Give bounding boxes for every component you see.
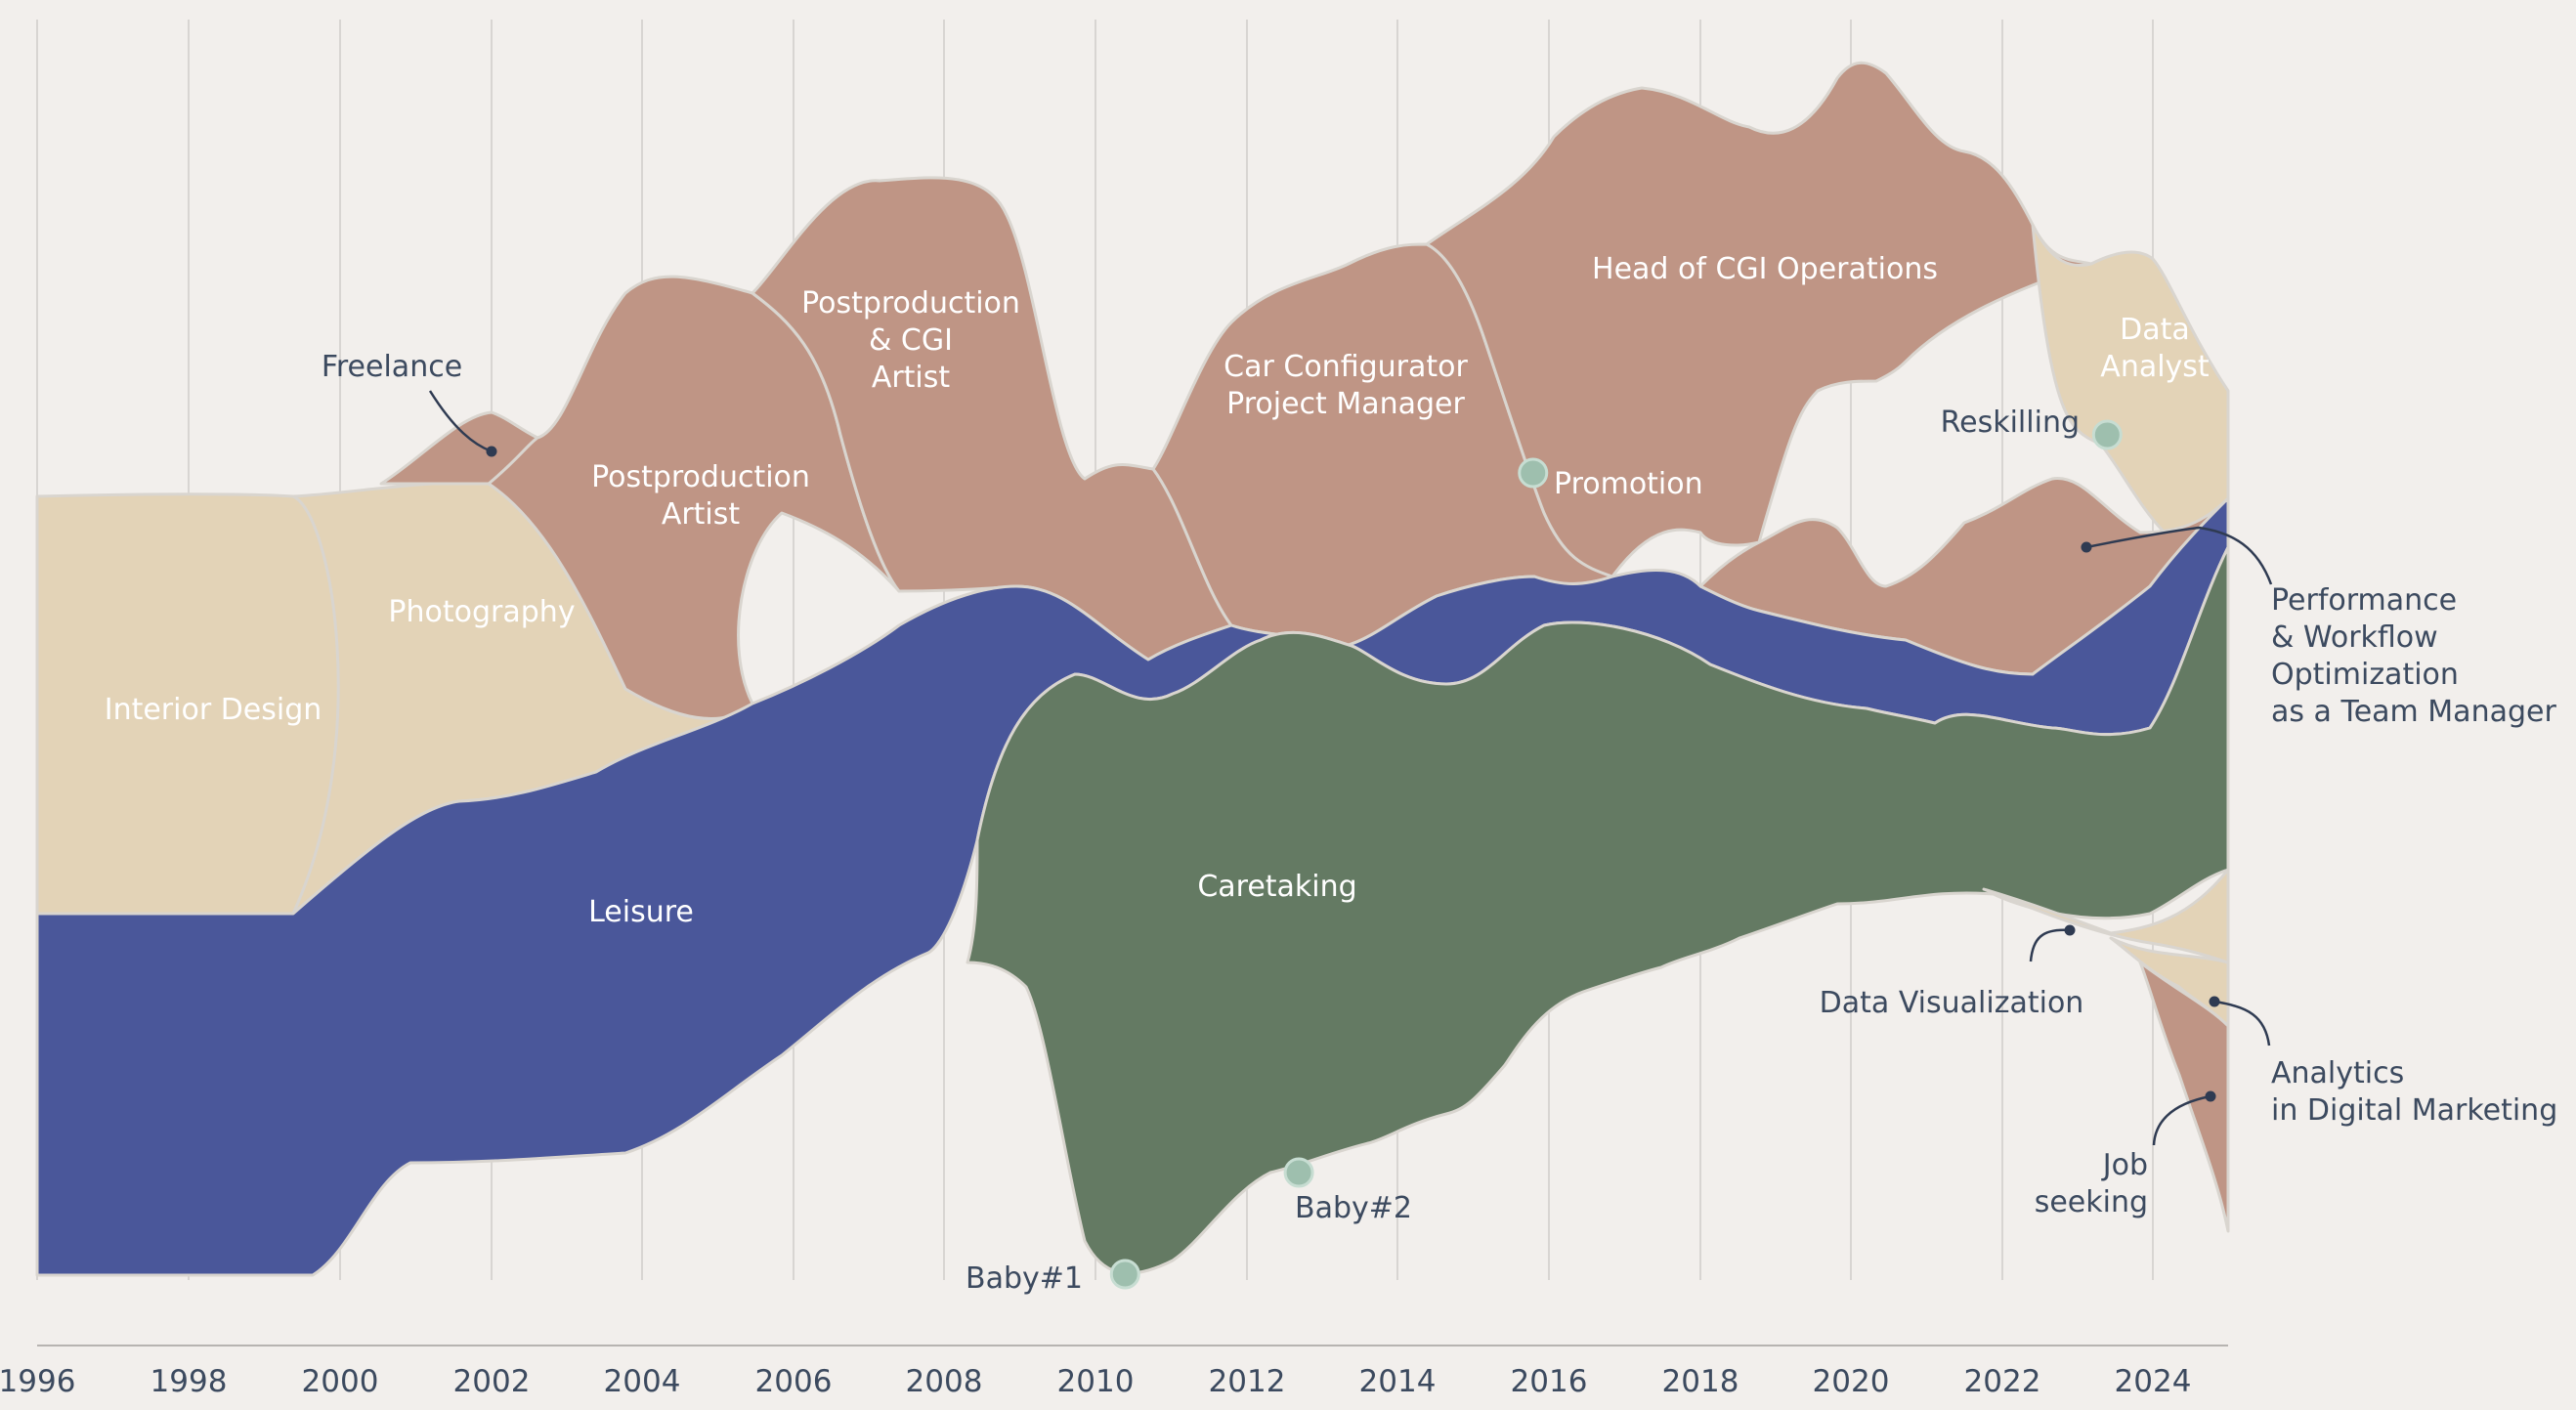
stream-label: Postproduction Artist xyxy=(591,460,810,532)
leader-line xyxy=(2085,526,2273,585)
leader-line xyxy=(428,390,493,453)
event-label: Promotion xyxy=(1554,467,1703,501)
stream-label: Leisure xyxy=(588,895,694,929)
x-tick-label: 2024 xyxy=(2115,1364,2192,1399)
annotation-label: Freelance xyxy=(322,350,462,384)
x-axis: 1996 1998 2000 2002 2004 2006 2008 2010 2012 2014… xyxy=(0,1345,2228,1399)
stream-job-seeking xyxy=(2138,961,2230,1233)
stream-label: Photography xyxy=(388,595,575,629)
stream-label: Caretaking xyxy=(1197,870,1356,904)
x-tick-label: 2010 xyxy=(1057,1364,1135,1399)
leader-line xyxy=(2029,928,2071,962)
stream-label: Car Configurator Project Manager xyxy=(1224,350,1468,421)
annotation-label: Analytics in Digital Marketing xyxy=(2271,1056,2557,1128)
event-marker-baby2 xyxy=(1283,1157,1314,1188)
leader-line xyxy=(2152,1094,2211,1146)
annotation-label: Job seeking xyxy=(2035,1148,2148,1219)
leader-line xyxy=(2213,1000,2271,1047)
event-label: Reskilling xyxy=(1941,406,2080,440)
event-marker-reskilling xyxy=(2091,419,2123,450)
x-tick-label: 2002 xyxy=(453,1364,531,1399)
x-tick-label: 1996 xyxy=(0,1364,75,1399)
x-tick-label: 1998 xyxy=(150,1364,228,1399)
event-marker-promotion xyxy=(1518,457,1549,489)
x-tick-label: 2022 xyxy=(1964,1364,2041,1399)
x-tick-label: 2006 xyxy=(755,1364,833,1399)
x-tick-label: 2020 xyxy=(1813,1364,1890,1399)
event-label: Baby#2 xyxy=(1295,1191,1412,1225)
label-layer: Interior Design Photography Postproduction… xyxy=(105,252,2558,1296)
x-tick-label: 2018 xyxy=(1662,1364,1739,1399)
leader-dot xyxy=(486,446,497,457)
stream-label: Interior Design xyxy=(105,693,322,727)
leader-dot xyxy=(2205,1090,2216,1102)
stream-label: Head of CGI Operations xyxy=(1592,252,1938,286)
x-tick-label: 2016 xyxy=(1511,1364,1588,1399)
stream-data-visualization xyxy=(1982,868,2230,964)
stream-label: Data Analyst xyxy=(2100,313,2210,384)
x-tick-label: 2008 xyxy=(906,1364,983,1399)
stream-layer xyxy=(35,61,2230,1277)
x-tick-label: 2014 xyxy=(1359,1364,1437,1399)
x-tick-label: 2004 xyxy=(604,1364,681,1399)
annotation-label: Performance & Workflow Optimization as a Te… xyxy=(2271,583,2556,729)
stream-label: Postproduction & CGI Artist xyxy=(801,286,1020,395)
leader-dot xyxy=(2064,924,2076,936)
stream-head-of-cgi-operations xyxy=(1425,61,2093,578)
leader-dot xyxy=(2081,541,2092,553)
stream-postproduction-artist xyxy=(487,275,901,720)
event-marker-baby1 xyxy=(1109,1259,1140,1290)
stream-caretaking xyxy=(966,545,2230,1275)
annotation-label: Data Visualization xyxy=(1820,986,2084,1020)
x-tick-label: 2012 xyxy=(1209,1364,1286,1399)
event-label: Baby#1 xyxy=(966,1261,1083,1296)
x-tick-label: 2000 xyxy=(302,1364,379,1399)
leader-dot xyxy=(2209,996,2220,1007)
